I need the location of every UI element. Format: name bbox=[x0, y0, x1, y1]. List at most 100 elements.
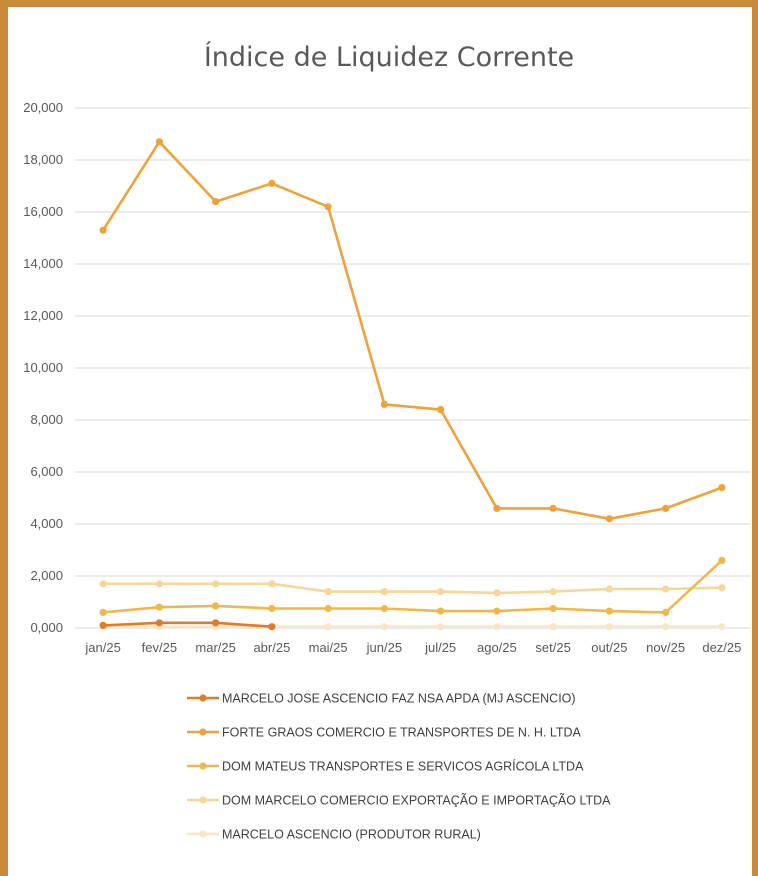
x-tick-label: nov/25 bbox=[646, 640, 685, 655]
y-tick-label: 8,000 bbox=[30, 412, 63, 427]
data-point bbox=[493, 607, 501, 615]
legend-marker bbox=[199, 830, 207, 838]
y-tick-label: 14,000 bbox=[23, 256, 63, 271]
data-point bbox=[549, 623, 557, 631]
x-tick-label: out/25 bbox=[591, 640, 627, 655]
legend-label: DOM MARCELO COMERCIO EXPORTAÇÃO E IMPORT… bbox=[222, 794, 611, 808]
data-point bbox=[268, 580, 276, 588]
data-point bbox=[324, 203, 332, 211]
data-point bbox=[605, 607, 613, 615]
data-point bbox=[605, 623, 613, 631]
data-point bbox=[718, 584, 726, 592]
data-point bbox=[212, 619, 220, 627]
y-tick-label: 16,000 bbox=[23, 204, 63, 219]
data-point bbox=[718, 623, 726, 631]
series-line bbox=[101, 582, 724, 595]
x-tick-label: abr/25 bbox=[253, 640, 290, 655]
legend-marker bbox=[199, 762, 207, 770]
data-point bbox=[605, 585, 613, 593]
legend-label: FORTE GRAOS COMERCIO E TRANSPORTES DE N.… bbox=[222, 726, 582, 740]
legend-item: DOM MARCELO COMERCIO EXPORTAÇÃO E IMPORT… bbox=[187, 794, 611, 808]
data-point bbox=[718, 556, 726, 565]
legend-marker bbox=[199, 728, 207, 736]
data-point bbox=[493, 504, 501, 512]
y-tick-label: 10,000 bbox=[23, 360, 63, 375]
series-line bbox=[101, 140, 724, 521]
data-point bbox=[437, 406, 445, 414]
legend-item: DOM MATEUS TRANSPORTES E SERVICOS AGRÍCO… bbox=[187, 759, 584, 774]
data-point bbox=[380, 400, 388, 408]
y-tick-label: 18,000 bbox=[23, 152, 63, 167]
y-tick-label: 0,000 bbox=[30, 620, 63, 635]
x-tick-label: jul/25 bbox=[424, 640, 456, 655]
data-point bbox=[380, 588, 388, 596]
y-tick-label: 12,000 bbox=[23, 308, 63, 323]
y-tick-label: 6,000 bbox=[30, 464, 63, 479]
legend-marker bbox=[199, 694, 207, 702]
data-point bbox=[155, 619, 163, 627]
data-point bbox=[212, 580, 220, 588]
series-line bbox=[101, 621, 274, 629]
data-point bbox=[99, 226, 107, 234]
data-point bbox=[549, 604, 557, 613]
legend-item: FORTE GRAOS COMERCIO E TRANSPORTES DE N.… bbox=[187, 726, 582, 740]
data-point bbox=[437, 588, 445, 596]
series-3 bbox=[99, 556, 726, 617]
y-axis-ticks: 0,000 2,000 4,000 6,000 8,000 10,000 12,000 14,… bbox=[23, 100, 63, 635]
legend-label: MARCELO ASCENCIO (PRODUTOR RURAL) bbox=[222, 828, 481, 842]
legend-label: MARCELO JOSE ASCENCIO FAZ NSA APDA (MJ A… bbox=[222, 692, 576, 706]
legend: MARCELO JOSE ASCENCIO FAZ NSA APDA (MJ A… bbox=[187, 692, 611, 842]
series-1 bbox=[99, 619, 276, 631]
x-tick-label: set/25 bbox=[535, 640, 570, 655]
legend-label: DOM MATEUS TRANSPORTES E SERVICOS AGRÍCO… bbox=[222, 759, 584, 774]
series-4 bbox=[99, 580, 726, 597]
y-tick-label: 20,000 bbox=[23, 100, 63, 115]
x-tick-label: jun/25 bbox=[366, 640, 402, 655]
data-point bbox=[549, 504, 557, 512]
chart-title: Índice de Liquidez Corrente bbox=[204, 41, 574, 73]
legend-item: MARCELO ASCENCIO (PRODUTOR RURAL) bbox=[187, 828, 481, 842]
series-2 bbox=[99, 138, 726, 523]
legend-marker bbox=[199, 796, 207, 804]
x-tick-label: dez/25 bbox=[702, 640, 741, 655]
x-tick-label: ago/25 bbox=[477, 640, 517, 655]
data-point bbox=[212, 198, 220, 206]
data-point bbox=[380, 604, 388, 613]
data-point bbox=[268, 604, 276, 613]
data-point bbox=[324, 623, 332, 631]
data-point bbox=[605, 515, 613, 523]
data-point bbox=[268, 623, 276, 631]
series-lines bbox=[99, 138, 726, 631]
y-tick-label: 2,000 bbox=[30, 568, 63, 583]
x-tick-label: mar/25 bbox=[195, 640, 235, 655]
x-tick-label: mai/25 bbox=[309, 640, 348, 655]
data-point bbox=[380, 623, 388, 631]
legend-item: MARCELO JOSE ASCENCIO FAZ NSA APDA (MJ A… bbox=[187, 692, 576, 706]
data-point bbox=[155, 580, 163, 588]
x-tick-label: jan/25 bbox=[84, 640, 120, 655]
data-point bbox=[493, 589, 501, 597]
series-line bbox=[101, 559, 724, 614]
series-5 bbox=[99, 623, 726, 631]
x-tick-label: fev/25 bbox=[142, 640, 177, 655]
data-point bbox=[662, 585, 670, 593]
data-point bbox=[662, 608, 670, 617]
data-point bbox=[718, 484, 726, 492]
data-point bbox=[662, 623, 670, 631]
data-point bbox=[212, 602, 220, 610]
data-point bbox=[437, 607, 445, 615]
y-tick-label: 4,000 bbox=[30, 516, 63, 531]
data-point bbox=[155, 603, 163, 611]
data-point bbox=[99, 580, 107, 588]
data-point bbox=[155, 138, 163, 146]
data-point bbox=[99, 621, 107, 630]
data-point bbox=[549, 588, 557, 596]
data-point bbox=[324, 588, 332, 596]
data-point bbox=[324, 604, 332, 613]
data-point bbox=[268, 179, 276, 187]
gridlines bbox=[75, 107, 750, 629]
data-point bbox=[662, 504, 670, 512]
data-point bbox=[99, 608, 107, 617]
